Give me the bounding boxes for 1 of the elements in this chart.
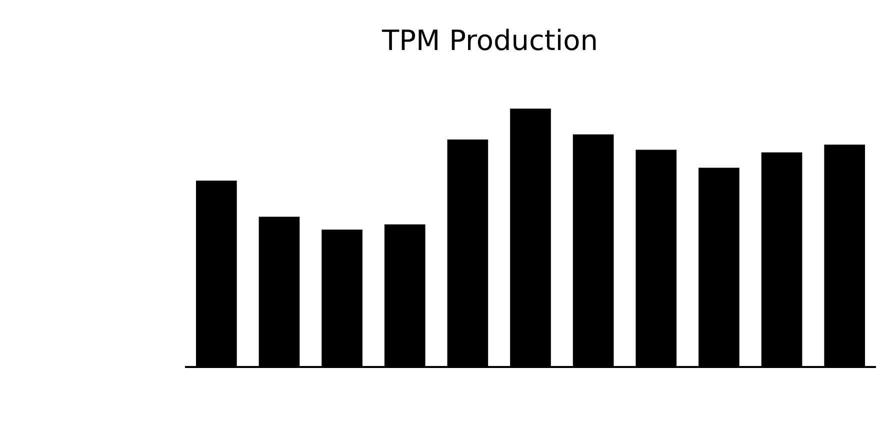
chart-title: TPM Production (381, 24, 598, 58)
